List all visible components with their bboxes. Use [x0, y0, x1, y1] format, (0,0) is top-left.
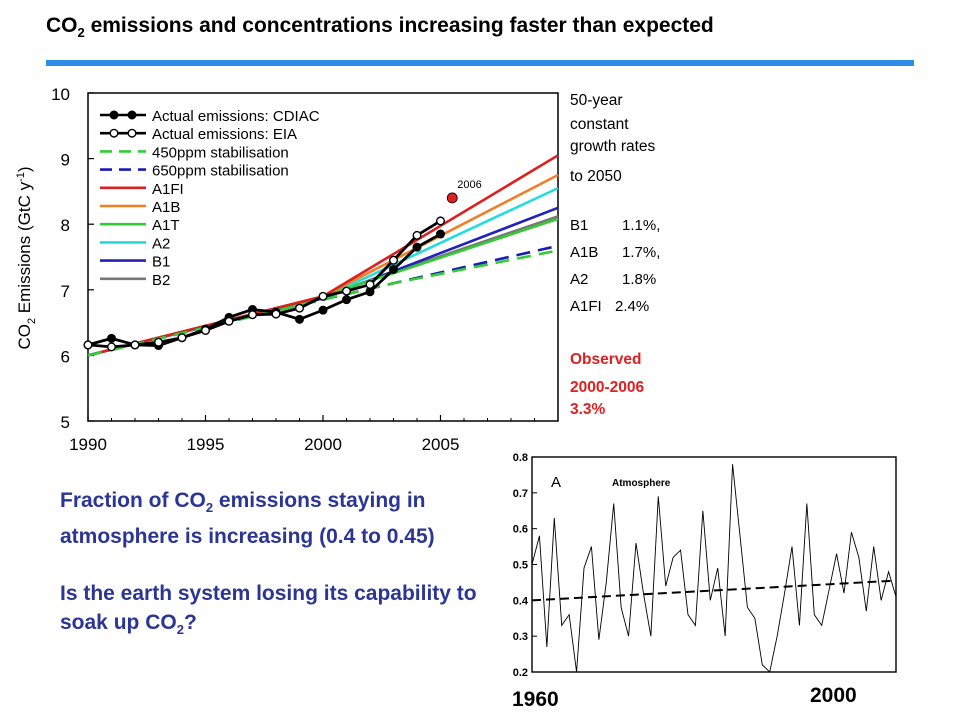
annotation-label: 2006 — [457, 179, 481, 191]
data-point — [436, 229, 446, 239]
side-rate-value: 2.4% — [615, 298, 649, 315]
legend-label: A1B — [152, 199, 180, 216]
note-text: Fraction of CO2 emissions staying in atm… — [60, 486, 480, 672]
legend-label: 450ppm stabilisation — [152, 144, 289, 161]
side-observed-line: 3.3% — [570, 401, 606, 418]
data-point — [247, 310, 257, 320]
atm-y-tick-label: 0.6 — [513, 524, 528, 536]
bottom-label-2000: 2000 — [810, 684, 857, 707]
data-point — [342, 295, 352, 305]
y-tick-label: 7 — [61, 282, 70, 301]
legend-label: A2 — [152, 235, 170, 252]
note-1-b: emissions staying in atmosphere is incre… — [60, 489, 435, 549]
atm-trend-line — [531, 579, 897, 602]
data-point — [365, 287, 375, 297]
atm-y-tick-label: 0.8 — [513, 452, 528, 464]
atm-y-tick-label: 0.5 — [513, 560, 528, 572]
x-tick-label: 1990 — [69, 435, 107, 454]
side-heading-line: 50-year — [570, 92, 623, 109]
atm-y-tick-label: 0.7 — [513, 488, 528, 500]
data-point — [295, 314, 305, 324]
side-observed-line: Observed — [570, 351, 642, 368]
y-tick-label: 6 — [61, 347, 70, 366]
data-point — [106, 333, 116, 343]
atm-title: Atmosphere — [612, 478, 671, 489]
x-tick-label: 2005 — [422, 435, 460, 454]
bottom-label-1960: 1960 — [512, 688, 559, 711]
legend-label: A1FI — [152, 181, 184, 198]
data-point — [295, 303, 305, 313]
note-2-sub: 2 — [176, 622, 184, 638]
legend-label: Actual emissions: EIA — [152, 126, 297, 143]
note-1-a: Fraction of CO — [60, 489, 206, 512]
note-2-a: Is the earth system losing its capabilit… — [60, 582, 477, 635]
side-heading-line: constant — [570, 116, 629, 133]
title-rest: emissions and concentrations increasing … — [84, 14, 714, 37]
legend-marker — [127, 128, 137, 138]
data-point — [412, 230, 422, 240]
data-point — [83, 340, 93, 350]
note-1-sub: 2 — [205, 500, 214, 516]
y-tick-label: 9 — [61, 151, 70, 170]
side-rate-value: 1.8% — [622, 271, 656, 288]
data-point — [318, 291, 328, 301]
data-point — [412, 242, 422, 252]
data-point — [271, 309, 281, 319]
x-tick-label: 1995 — [187, 435, 225, 454]
legend-label: A1T — [152, 217, 180, 234]
y-axis-label: CO2 Emissions (GtC y-1) — [15, 166, 38, 349]
legend-label: B1 — [152, 254, 170, 271]
side-rate-scenario: B1 — [570, 217, 588, 234]
atm-y-tick-label: 0.4 — [513, 595, 529, 607]
atm-y-tick-label: 0.2 — [513, 667, 528, 679]
data-point — [389, 255, 399, 265]
data-point — [153, 337, 163, 347]
data-point — [436, 216, 446, 226]
data-point — [365, 280, 375, 290]
data-point — [318, 305, 328, 315]
title-prefix: CO — [46, 14, 78, 37]
side-rate-value: 1.7%, — [622, 244, 660, 261]
atm-plot-frame — [531, 456, 897, 673]
y-tick-label: 8 — [61, 216, 70, 235]
annotation-point — [446, 192, 458, 204]
atm-panel-letter: A — [551, 474, 561, 491]
legend-label: 650ppm stabilisation — [152, 163, 289, 180]
note-paragraph-1: Fraction of CO2 emissions staying in atm… — [60, 486, 480, 551]
side-rate-scenario: A1B — [570, 244, 598, 261]
side-observed-line: 2000-2006 — [570, 379, 645, 396]
legend-marker — [109, 128, 119, 138]
title-subscript: 2 — [77, 25, 85, 41]
data-point — [224, 316, 234, 326]
side-rate-value: 1.1%, — [622, 217, 660, 234]
data-point — [342, 286, 352, 296]
data-point — [177, 333, 187, 343]
y-tick-label: 10 — [51, 85, 70, 104]
data-point — [130, 340, 140, 350]
x-tick-label: 2000 — [304, 435, 342, 454]
data-point — [389, 264, 399, 274]
data-point — [200, 325, 210, 335]
slide-title: CO2 emissions and concentrations increas… — [46, 14, 926, 40]
side-heading-line: to 2050 — [570, 168, 622, 185]
side-heading-line: growth rates — [570, 138, 656, 155]
legend-label: B2 — [152, 272, 170, 289]
legend-label: Actual emissions: CDIAC — [152, 108, 320, 125]
atm-series-line — [531, 464, 897, 673]
title-rule — [46, 60, 914, 66]
side-rate-scenario: A2 — [570, 271, 588, 288]
y-tick-label: 5 — [61, 413, 70, 432]
note-2-b: ? — [183, 611, 197, 635]
legend-marker — [127, 110, 137, 120]
note-paragraph-2: Is the earth system losing its capabilit… — [60, 579, 480, 644]
legend-marker — [109, 110, 119, 120]
series-line — [87, 219, 442, 349]
atm-y-tick-label: 0.3 — [513, 631, 528, 643]
series-line — [87, 232, 442, 347]
data-point — [106, 342, 116, 352]
side-rate-scenario: A1FI — [570, 298, 602, 315]
